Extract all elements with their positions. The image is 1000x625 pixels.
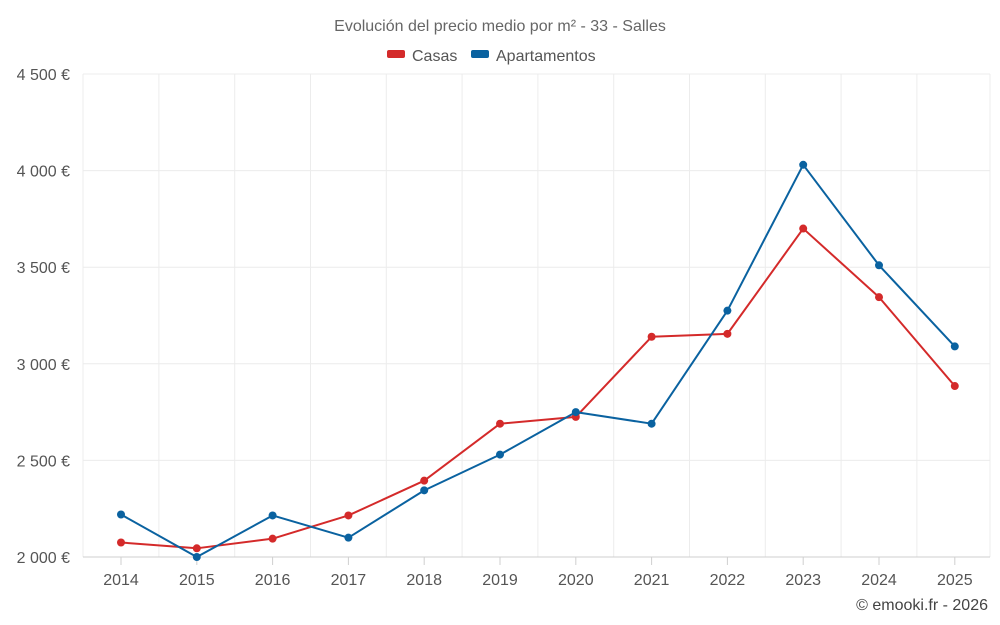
data-point-casas-2017[interactable]	[344, 511, 353, 520]
data-point-casas-2025[interactable]	[950, 382, 959, 391]
x-tick-label: 2022	[710, 572, 746, 589]
data-point-casas-2021[interactable]	[647, 332, 656, 341]
data-point-apartamentos-2017[interactable]	[344, 533, 353, 542]
data-point-casas-2023[interactable]	[799, 224, 808, 233]
x-axis-ticks: 2014 2015 2016 2017 2018 2019 2020 2021 2022 2023…	[103, 557, 973, 589]
x-tick-label: 2016	[255, 572, 291, 589]
y-tick-label: 3 000 €	[17, 357, 70, 374]
data-point-casas-2014[interactable]	[117, 538, 125, 547]
x-tick-label: 2015	[179, 572, 215, 589]
x-tick-label: 2024	[861, 572, 897, 589]
data-point-casas-2018[interactable]	[420, 476, 429, 485]
series-layer	[117, 160, 959, 561]
data-point-apartamentos-2016[interactable]	[268, 511, 277, 520]
legend-swatch-casas	[387, 50, 405, 58]
data-point-casas-2016[interactable]	[268, 534, 277, 543]
y-tick-label: 2 500 €	[17, 453, 70, 470]
legend-label-apartamentos: Apartamentos	[496, 48, 596, 65]
y-tick-label: 2 000 €	[17, 550, 70, 567]
legend-label-casas: Casas	[412, 48, 457, 65]
x-tick-label: 2025	[937, 572, 973, 589]
series-line-apartamentos	[120, 163, 956, 558]
x-tick-label: 2019	[482, 572, 518, 589]
data-point-apartamentos-2019[interactable]	[496, 450, 504, 459]
y-tick-label: 3 500 €	[17, 260, 70, 277]
credit-text: © emooki.fr - 2026	[856, 597, 988, 614]
chart-title: Evolución del precio medio por m² - 33 -…	[334, 18, 666, 35]
data-point-casas-2019[interactable]	[496, 419, 504, 428]
legend[interactable]: Casas Apartamentos	[387, 48, 596, 65]
data-point-casas-2024[interactable]	[875, 293, 883, 302]
data-point-apartamentos-2025[interactable]	[950, 342, 959, 351]
legend-swatch-apartamentos	[471, 50, 489, 58]
series-casas	[117, 224, 959, 553]
data-point-apartamentos-2020[interactable]	[571, 408, 580, 417]
x-gridlines	[82, 74, 991, 557]
data-point-casas-2015[interactable]	[192, 544, 201, 553]
y-tick-label: 4 500 €	[17, 67, 70, 84]
x-tick-label: 2020	[558, 572, 594, 589]
y-gridlines	[83, 73, 990, 461]
x-tick-label: 2018	[406, 572, 442, 589]
data-point-apartamentos-2021[interactable]	[647, 419, 656, 428]
legend-item-casas[interactable]: Casas	[387, 48, 457, 65]
data-point-casas-2022[interactable]	[723, 329, 732, 338]
data-point-apartamentos-2014[interactable]	[117, 510, 125, 519]
data-point-apartamentos-2015[interactable]	[192, 553, 201, 561]
data-point-apartamentos-2023[interactable]	[799, 160, 808, 169]
data-point-apartamentos-2022[interactable]	[723, 306, 732, 315]
x-tick-label: 2014	[103, 572, 139, 589]
data-point-apartamentos-2024[interactable]	[875, 261, 883, 270]
series-line-casas	[120, 227, 956, 550]
x-tick-label: 2021	[634, 572, 670, 589]
y-axis-ticks: 2 000 € 2 500 € 3 000 € 3 500 € 4 000 € 4 500…	[17, 67, 70, 567]
data-point-apartamentos-2018[interactable]	[420, 486, 429, 495]
legend-item-apartamentos[interactable]: Apartamentos	[471, 48, 596, 65]
y-tick-label: 4 000 €	[17, 164, 70, 181]
series-apartamentos	[117, 160, 959, 561]
x-tick-label: 2023	[785, 572, 821, 589]
x-tick-label: 2017	[331, 572, 367, 589]
